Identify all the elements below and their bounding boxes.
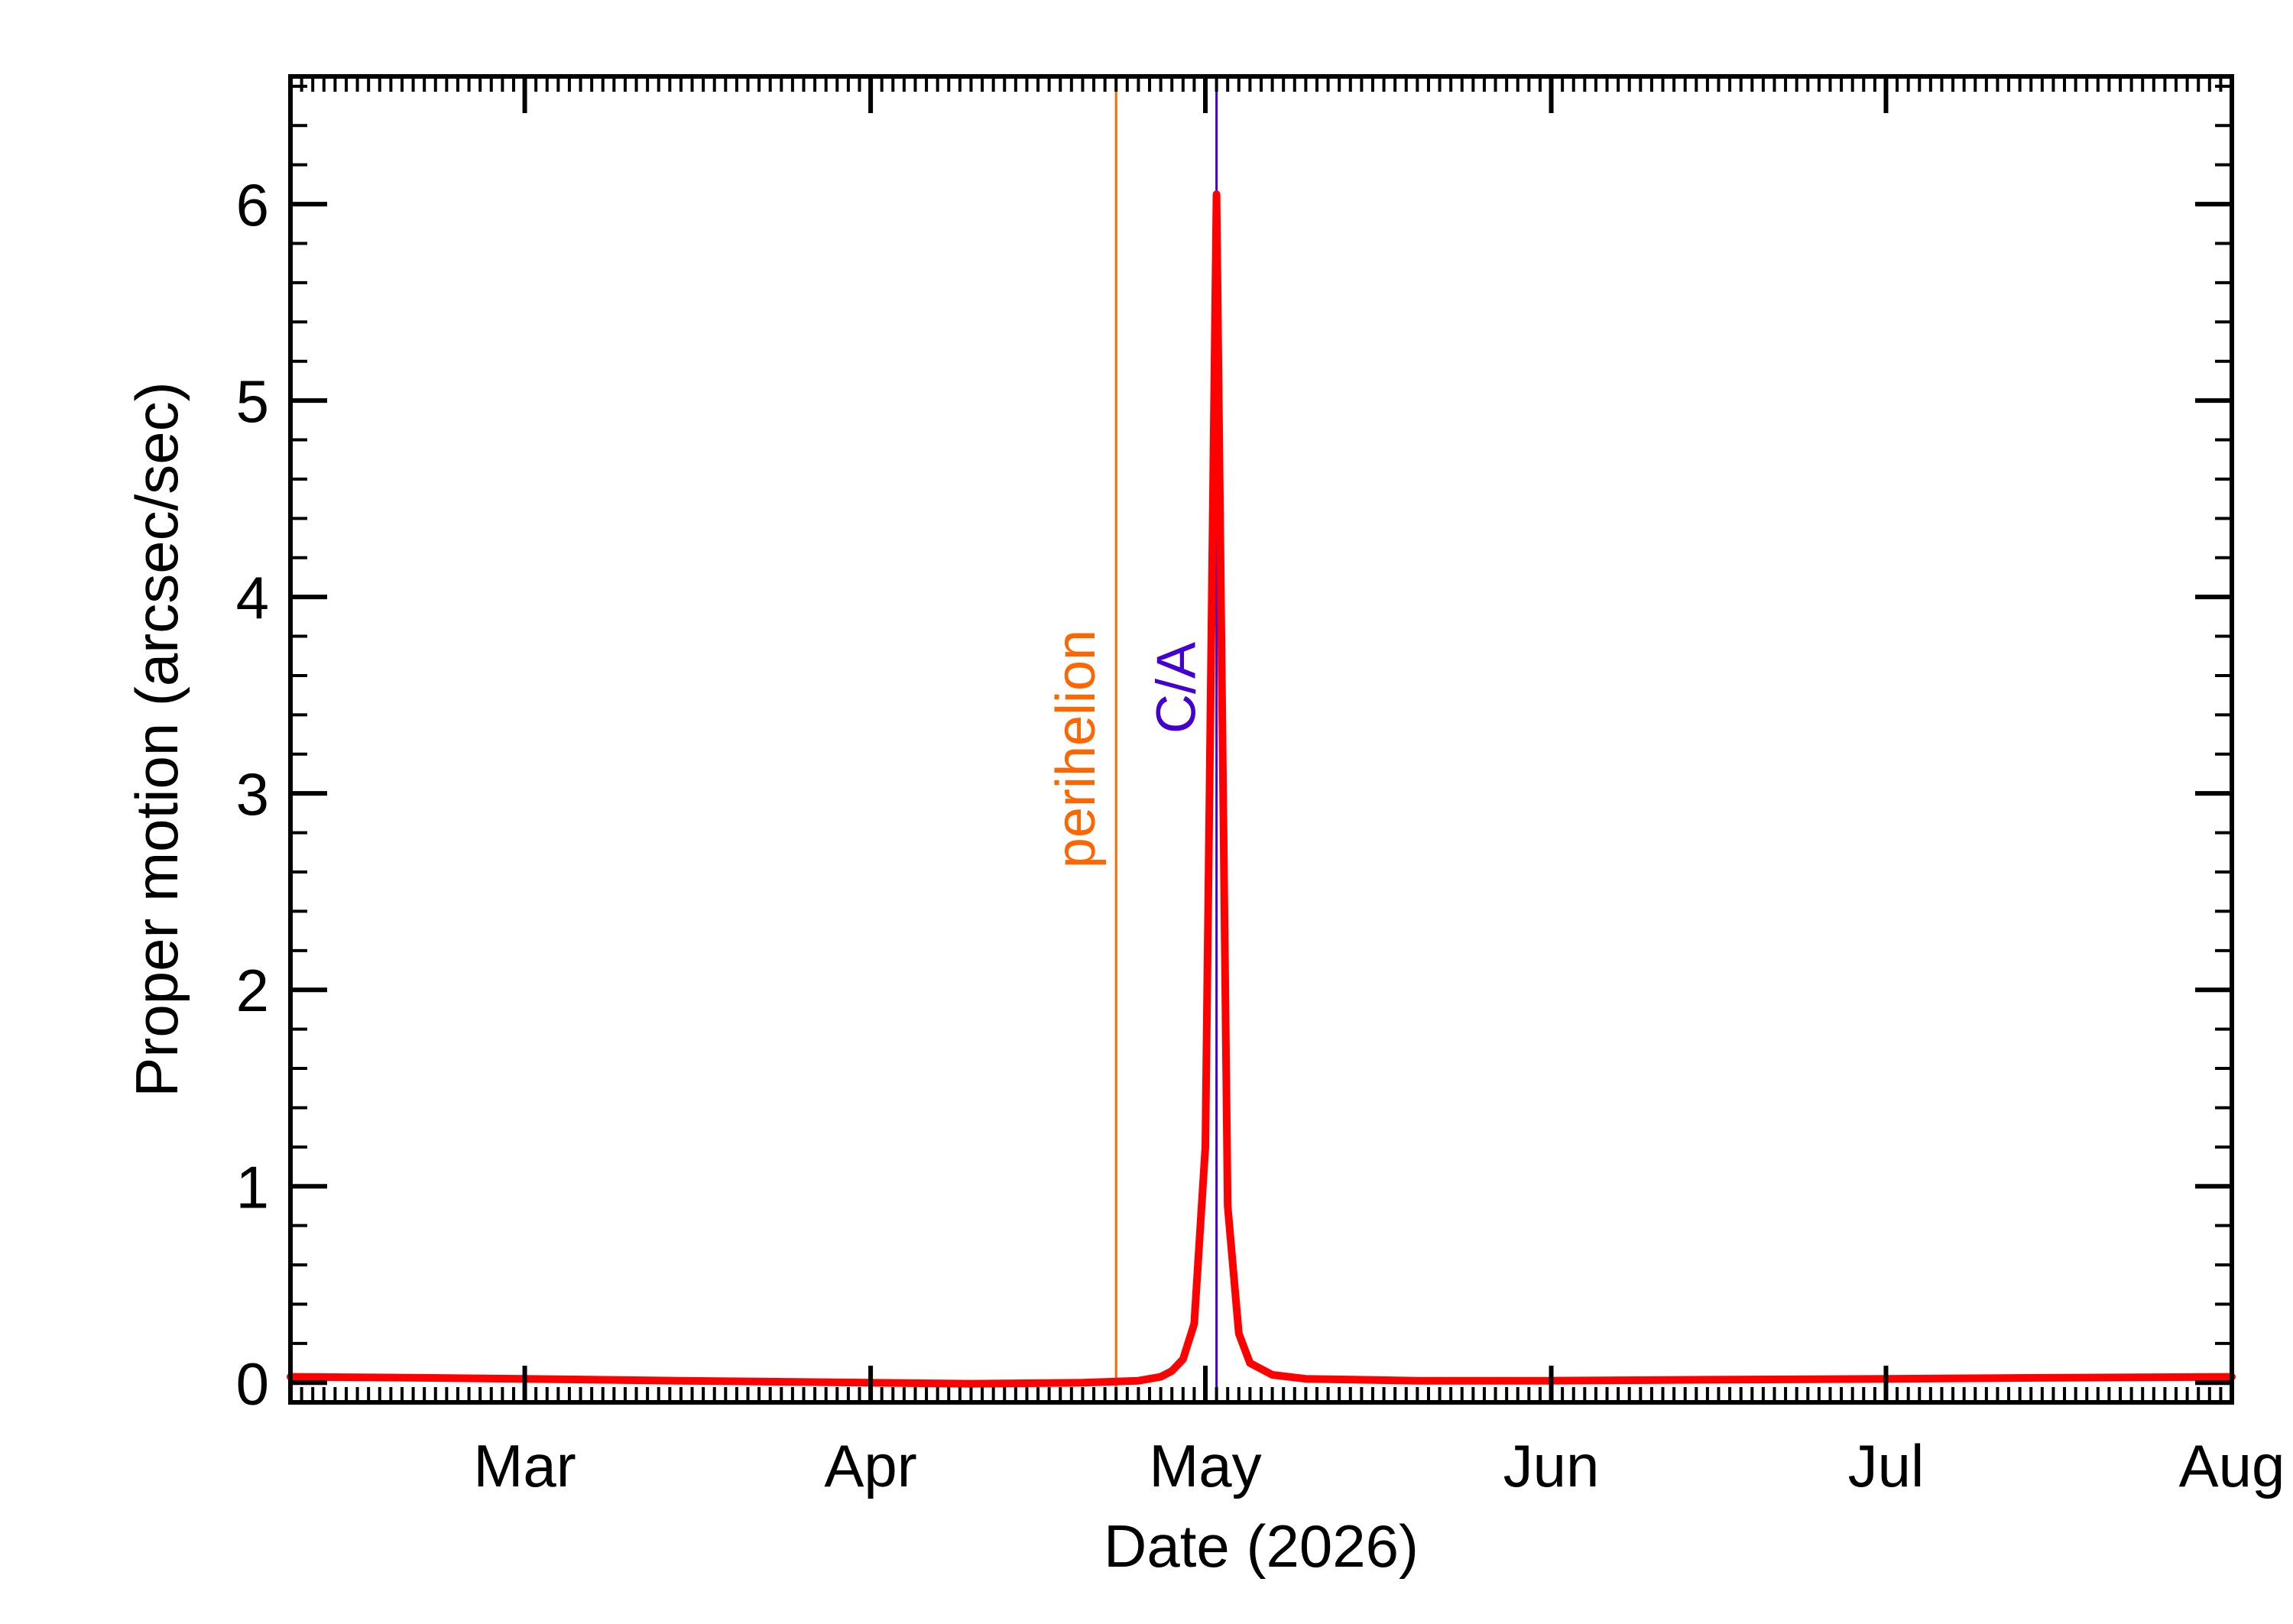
data-point [1416, 1380, 1418, 1382]
plot-frame [288, 74, 2234, 1405]
y-tick-label: 2 [236, 957, 269, 1024]
data-point [1160, 1376, 1162, 1378]
x-tick-label: Aug [2179, 1432, 2285, 1499]
x-tick-label: Mar [473, 1432, 576, 1499]
x-axis-label: Date (2026) [1104, 1512, 1419, 1580]
data-point [1205, 1146, 1206, 1148]
y-tick-label: 5 [236, 368, 269, 435]
data-point [1216, 193, 1218, 195]
x-tick-label: May [1149, 1432, 1261, 1499]
data-point [423, 1377, 425, 1379]
data-point [1272, 1374, 1273, 1376]
data-point [680, 1380, 682, 1382]
y-tick-label: 1 [236, 1153, 269, 1220]
data-point [1182, 1359, 1184, 1360]
event-markers: perihelion C/A [1046, 76, 1218, 1402]
data-point [1707, 1379, 1708, 1380]
y-axis-label: Proper motion (arcsec/sec) [123, 381, 190, 1097]
x-tick-label: Jul [1848, 1432, 1925, 1499]
x-tick-label: Jun [1503, 1432, 1600, 1499]
axis-ticks [290, 76, 2232, 1402]
y-tick-label: 4 [236, 564, 269, 631]
tick-labels: Mar Apr May Jun Jul Aug 0 1 2 3 4 5 6 [236, 171, 2285, 1499]
data-point [1137, 1380, 1139, 1382]
marker-label-1: C/A [1146, 642, 1208, 734]
marker-label-0: perihelion [1046, 630, 1107, 868]
x-tick-label: Apr [824, 1432, 916, 1499]
y-tick-label: 6 [236, 171, 269, 238]
y-tick-label: 0 [236, 1350, 269, 1417]
y-tick-label: 3 [236, 760, 269, 828]
